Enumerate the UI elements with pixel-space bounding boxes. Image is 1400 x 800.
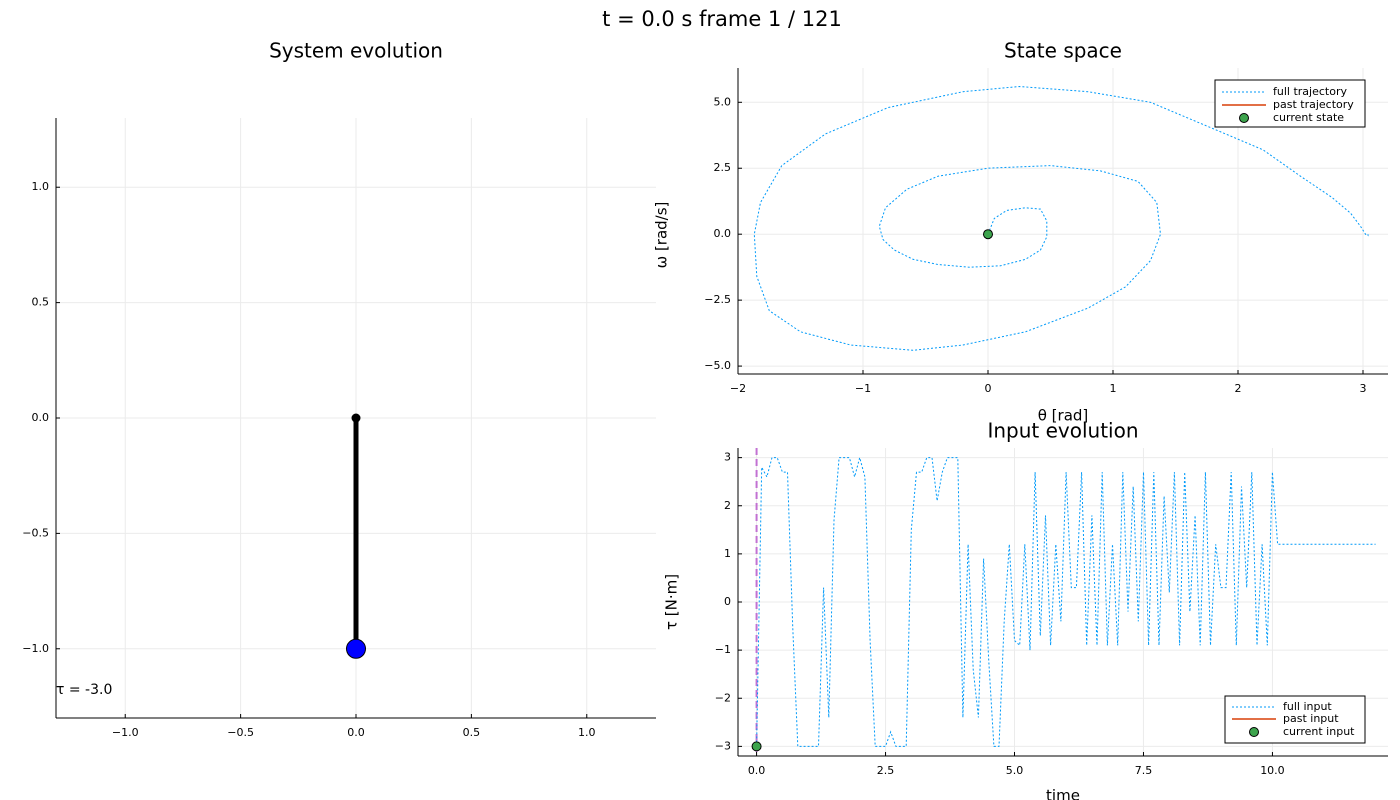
legend-swatch-current-state <box>1239 113 1249 123</box>
state-space-ytick-label-2: 0.0 <box>714 227 732 240</box>
state-space-ytick-label-1: −2.5 <box>704 293 731 306</box>
state-space-panel: State space −2 −1 0 1 2 3 −5.0 −2.5 0.0 2.5 5.0 θ … <box>653 39 1388 425</box>
input-evolution-ytick-label-3: 0 <box>724 595 731 608</box>
input-evolution-ytick-label-5: 2 <box>724 499 731 512</box>
system-evolution-xtick-label-0: −1.0 <box>112 726 139 739</box>
state-space-xtick-label-3: 1 <box>1110 382 1117 395</box>
state-space-xlabel: θ [rad] <box>1038 407 1089 425</box>
legend-label-current-input: current input <box>1283 725 1355 738</box>
state-space-ytick-label-3: 2.5 <box>714 161 732 174</box>
system-evolution-ytick-label-3: 0.5 <box>32 296 50 309</box>
input-evolution-ytick-label-2: −1 <box>715 643 731 656</box>
input-evolution-xtick-label-1: 2.5 <box>877 764 895 777</box>
torque-annotation: τ = -3.0 <box>56 682 112 698</box>
input-evolution-legend: full input past input current input <box>1224 695 1366 744</box>
state-space-grid <box>737 68 1388 374</box>
input-evolution-ytick-label-4: 1 <box>724 547 731 560</box>
input-evolution-xtick-label-0: 0.0 <box>748 764 766 777</box>
input-evolution-ytick-label-6: 3 <box>724 451 731 464</box>
state-space-xtick-label-4: 2 <box>1235 382 1242 395</box>
state-space-series <box>753 85 1369 351</box>
system-evolution-xtick-label-1: −0.5 <box>227 726 254 739</box>
legend-label-full-input: full input <box>1283 700 1332 713</box>
state-space-ytick-label-4: 5.0 <box>714 95 732 108</box>
input-evolution-ytick-label-1: −2 <box>715 691 731 704</box>
input-evolution-xtick-label-4: 10.0 <box>1260 764 1285 777</box>
state-space-ytick-label-0: −5.0 <box>704 359 731 372</box>
state-space-xtick-label-2: 0 <box>985 382 992 395</box>
input-evolution-series-full-input <box>756 455 1376 747</box>
legend-swatch-current-input <box>1249 727 1259 737</box>
state-space-xtick-label-0: −2 <box>730 382 746 395</box>
input-evolution-xtick-label-3: 7.5 <box>1135 764 1153 777</box>
pendulum-pivot <box>351 413 361 423</box>
state-space-xtick-label-1: −1 <box>855 382 871 395</box>
state-space-ticks: −2 −1 0 1 2 3 −5.0 −2.5 0.0 2.5 5.0 <box>704 68 1388 395</box>
state-space-xtick-label-5: 3 <box>1360 382 1367 395</box>
figure-suptitle: t = 0.0 s frame 1 / 121 <box>602 7 842 31</box>
system-evolution-ytick-label-2: 0.0 <box>32 411 50 424</box>
pendulum-bob <box>346 638 366 659</box>
input-evolution-xtick-label-2: 5.0 <box>1006 764 1024 777</box>
legend-label-past-input: past input <box>1283 712 1339 725</box>
input-evolution-series-current-input-point-0 <box>751 741 762 752</box>
legend-label-past-trajectory: past trajectory <box>1273 98 1354 111</box>
system-evolution-ytick-label-1: −0.5 <box>22 526 49 539</box>
system-evolution-ytick-label-4: 1.0 <box>32 180 50 193</box>
state-space-legend: full trajectory past trajectory current … <box>1214 79 1366 128</box>
input-evolution-ticks: 0.0 2.5 5.0 7.5 10.0 −3 −2 −1 0 1 2 3 <box>715 448 1388 777</box>
input-evolution-series <box>751 455 1376 752</box>
input-evolution-ylabel: τ [N·m] <box>663 574 681 630</box>
state-space-series-full-trajectory <box>753 85 1369 351</box>
system-evolution-xtick-label-2: 0.0 <box>347 726 365 739</box>
state-space-series-current-state-point-0 <box>983 229 993 240</box>
system-evolution-ytick-label-0: −1.0 <box>22 642 49 655</box>
state-space-title: State space <box>1004 39 1122 63</box>
input-evolution-xlabel: time <box>1046 787 1080 800</box>
input-evolution-panel: Input evolution 0.0 2.5 5.0 7.5 10.0 −3 −2 −1 0 1… <box>663 419 1388 800</box>
system-evolution-panel: System evolution −1.0 −0.5 0.0 0.5 1.0 −1.0 −0… <box>22 39 656 739</box>
system-evolution-ticks: −1.0 −0.5 0.0 0.5 1.0 −1.0 −0.5 0.0 0.5 1.0 <box>22 118 656 739</box>
legend-label-full-trajectory: full trajectory <box>1273 85 1347 98</box>
input-evolution-title: Input evolution <box>987 419 1138 443</box>
input-evolution-ytick-label-0: −3 <box>715 739 731 752</box>
system-evolution-title: System evolution <box>269 39 443 63</box>
system-evolution-xtick-label-4: 1.0 <box>578 726 596 739</box>
legend-label-current-state: current state <box>1273 111 1344 124</box>
system-evolution-xtick-label-3: 0.5 <box>463 726 481 739</box>
state-space-ylabel: ω [rad/s] <box>653 202 671 269</box>
